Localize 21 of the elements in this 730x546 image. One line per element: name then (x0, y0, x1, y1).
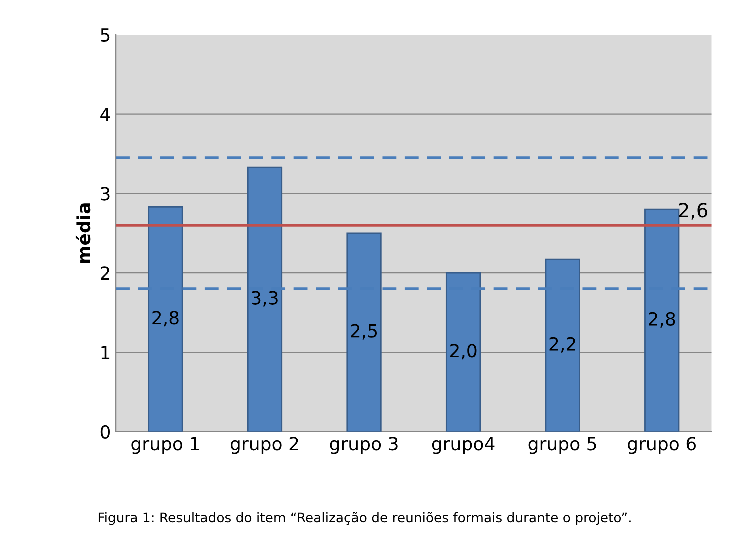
data-label: 2,8 (649, 312, 676, 328)
x-tick-label: grupo4 (432, 437, 495, 454)
data-label: 2,8 (152, 311, 179, 327)
x-tick-label: grupo 1 (132, 437, 200, 454)
y-tick-label: 2 (101, 266, 110, 280)
data-label: 3,3 (252, 291, 278, 307)
data-label: 2,2 (550, 337, 576, 353)
y-tick-label: 0 (100, 425, 110, 439)
x-tick-label: grupo 3 (330, 437, 398, 454)
y-axis-title: média (76, 204, 91, 264)
y-tick-label: 4 (100, 108, 110, 122)
ref-line-label: 2,6 (679, 203, 708, 220)
x-tick-label: grupo 5 (528, 437, 596, 454)
x-tick-label: grupo 6 (628, 437, 696, 454)
y-tick-label: 5 (101, 28, 110, 42)
text: Figura 1: Resultados do item “Realização de reuniões formais durante o projeto”. (98, 512, 631, 526)
data-label: 2,5 (351, 324, 378, 340)
y-tick-label: 1 (102, 346, 110, 360)
x-tick-label: grupo 2 (230, 437, 298, 454)
data-label: 2,0 (450, 344, 477, 360)
y-tick-label: 3 (101, 187, 110, 201)
